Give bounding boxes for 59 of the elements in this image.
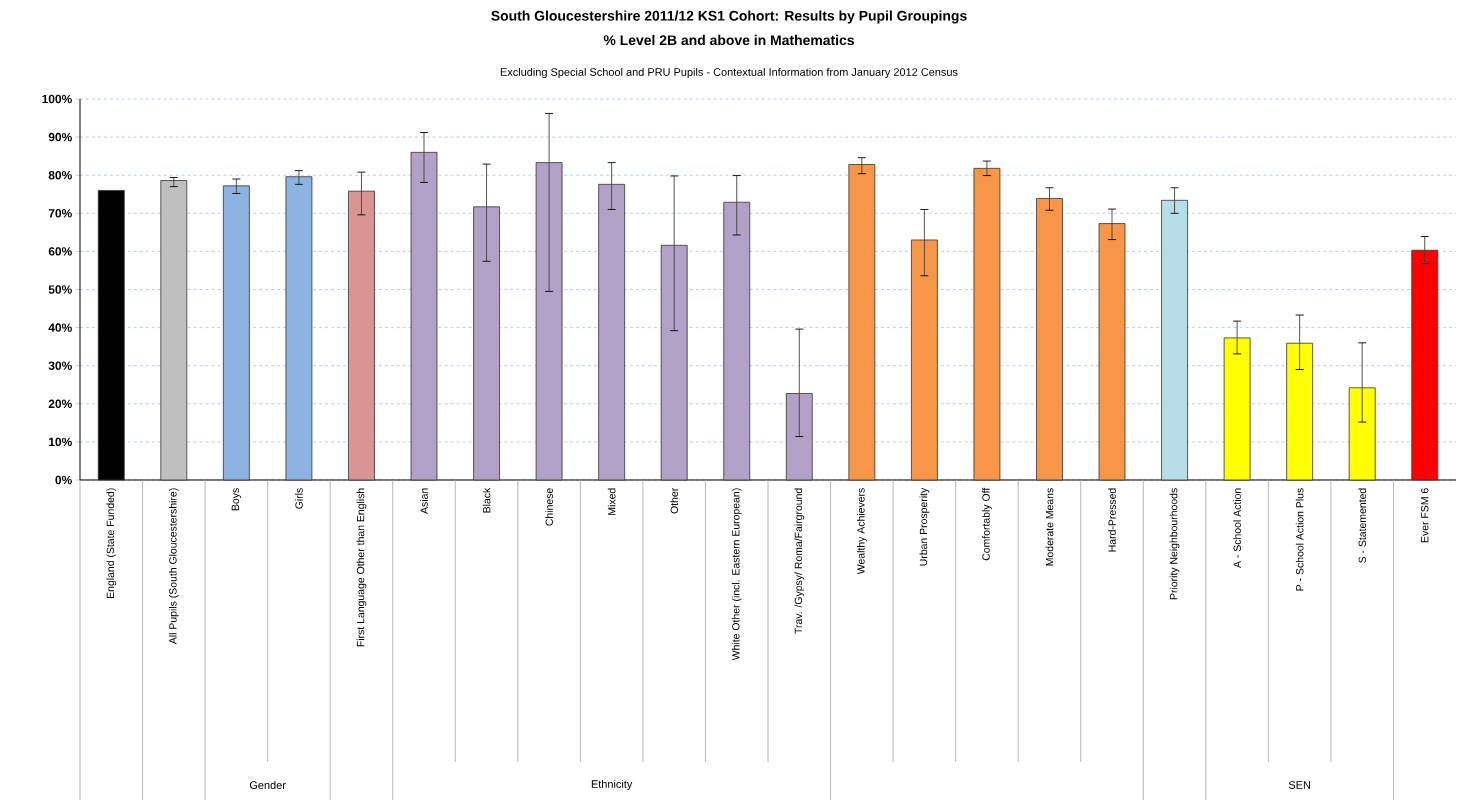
bar: [1411, 249, 1439, 481]
bar: [785, 393, 813, 481]
bar: [848, 164, 876, 481]
y-tick-label: 90%: [48, 132, 72, 142]
x-tick-label: England (State Funded): [106, 488, 117, 598]
x-tick-label: All Pupils (South Gloucestershire): [168, 488, 179, 645]
x-tick-label: Mixed: [607, 488, 616, 515]
y-tick-label: 70%: [48, 209, 72, 218]
text: Gender: [249, 780, 286, 790]
y-tick-label: 40%: [48, 323, 72, 332]
x-tick-label: Trav. /Gypsy/ Roma/Fairground: [794, 488, 805, 634]
bar: [473, 206, 500, 481]
x-tick-label: Hard-Pressed: [1108, 488, 1116, 552]
x-tick-label: Asian: [420, 488, 428, 514]
bar: [598, 183, 626, 481]
chart-subtitle: % Level 2B and above in Mathematics: [603, 34, 854, 46]
x-tick-label: P - School Action Plus: [1295, 488, 1304, 591]
text: SEN: [1288, 781, 1311, 789]
text: Excluding Special School and PRU Pupils - Contextual Information from January 2012 Census: [500, 67, 958, 79]
y-tick-label: 20%: [48, 399, 72, 409]
bar: [348, 190, 375, 481]
y-tick-label: 60%: [48, 247, 72, 256]
x-tick-label: Urban Prosperity: [919, 487, 930, 566]
chart-title: South Gloucestershire 2011/12 KS1 Cohort: Results by Pupil Groupings: [491, 10, 967, 24]
x-tick-label: Wealthy Achievers: [856, 488, 867, 575]
x-tick-label: Priority Neighbourhoods: [1169, 488, 1180, 600]
bar: [410, 151, 438, 481]
x-tick-label: A - School Action: [1233, 488, 1241, 568]
x-tick-label: Comfortably Off: [982, 487, 992, 561]
bar: [1098, 223, 1126, 481]
x-tick-label: Chinese: [545, 488, 553, 526]
bar: [222, 185, 250, 481]
bar: [1223, 337, 1251, 481]
bar: [535, 162, 563, 481]
bar: [1348, 387, 1376, 481]
x-tick-label: Black: [482, 487, 491, 513]
x-tick-label: Boys: [231, 488, 242, 511]
x-tick-label: Girls: [295, 488, 303, 509]
bar: [973, 167, 1001, 481]
text: Ethnicity: [591, 779, 633, 791]
y-tick-label: 10%: [49, 437, 72, 447]
y-tick-label: 50%: [48, 285, 72, 294]
x-tick-label: White Other (incl. Eastern European): [731, 488, 742, 661]
bar: [910, 239, 938, 481]
y-tick-label: 80%: [48, 170, 72, 180]
bar: [1286, 342, 1314, 481]
x-tick-label: Ever FSM 6: [1421, 488, 1429, 543]
y-tick-label: 0%: [55, 475, 72, 485]
x-tick-label: Moderate Means: [1045, 488, 1054, 566]
bar: [1036, 198, 1063, 481]
x-tick-label: First Language Other than English: [356, 488, 367, 647]
x-tick-label: Other: [670, 487, 679, 514]
x-tick-label: S - Statemented: [1358, 488, 1367, 563]
y-tick-label: 100%: [42, 94, 72, 104]
bar: [1161, 199, 1188, 481]
bar: [160, 180, 188, 481]
bar: [660, 244, 688, 481]
bar: [723, 201, 751, 481]
y-tick-label: 30%: [48, 361, 72, 370]
